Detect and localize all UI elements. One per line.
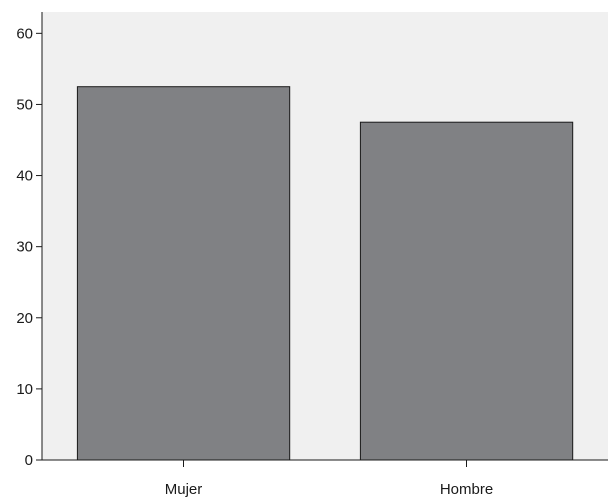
axes-group	[41, 12, 608, 461]
bar-hombre	[359, 121, 574, 461]
y-tick-label: 50	[16, 96, 33, 113]
x-category-label: Hombre	[440, 481, 493, 498]
x-categories-group: Mujer Hombre	[165, 460, 493, 498]
y-ticks-group: 0 10 20 30 40 50 60	[16, 25, 42, 469]
y-tick-label: 10	[16, 381, 33, 398]
bars-group	[76, 86, 574, 461]
bar-mujer	[76, 86, 291, 461]
y-tick-label: 30	[16, 239, 33, 256]
y-tick-label: 20	[16, 310, 33, 327]
y-tick-label: 40	[16, 168, 33, 185]
y-tick-label: 60	[16, 25, 33, 42]
x-category-label: Mujer	[165, 481, 203, 498]
y-tick-label: 0	[25, 452, 33, 469]
